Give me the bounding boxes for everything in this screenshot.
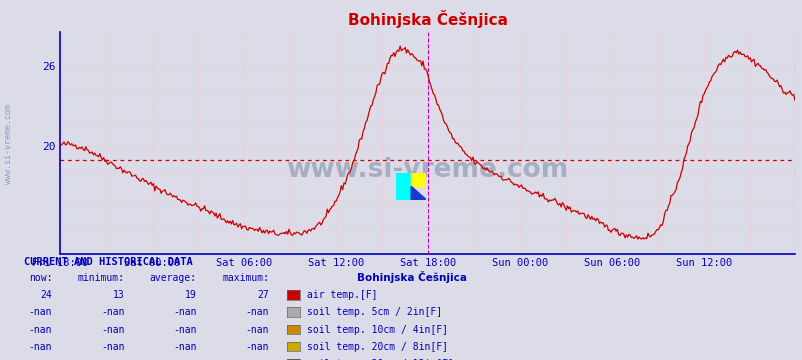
Text: -nan: -nan	[173, 307, 196, 318]
Text: air temp.[F]: air temp.[F]	[306, 290, 377, 300]
Text: www.si-vreme.com: www.si-vreme.com	[286, 157, 568, 183]
Text: -nan: -nan	[101, 325, 124, 335]
Polygon shape	[411, 186, 426, 200]
Text: soil temp. 5cm / 2in[F]: soil temp. 5cm / 2in[F]	[306, 307, 441, 318]
Text: average:: average:	[149, 273, 196, 283]
Text: 27: 27	[257, 290, 269, 300]
Text: -nan: -nan	[101, 307, 124, 318]
Text: 13: 13	[112, 290, 124, 300]
Text: soil temp. 10cm / 4in[F]: soil temp. 10cm / 4in[F]	[306, 325, 448, 335]
Text: -nan: -nan	[101, 359, 124, 360]
Text: soil temp. 30cm / 12in[F]: soil temp. 30cm / 12in[F]	[306, 359, 453, 360]
Text: www.si-vreme.com: www.si-vreme.com	[3, 104, 13, 184]
Text: -nan: -nan	[101, 342, 124, 352]
Text: minimum:: minimum:	[77, 273, 124, 283]
Text: soil temp. 20cm / 8in[F]: soil temp. 20cm / 8in[F]	[306, 342, 448, 352]
Text: -nan: -nan	[29, 325, 52, 335]
Text: -nan: -nan	[245, 307, 269, 318]
Text: -nan: -nan	[173, 342, 196, 352]
Text: -nan: -nan	[245, 359, 269, 360]
Text: maximum:: maximum:	[221, 273, 269, 283]
Text: -nan: -nan	[29, 359, 52, 360]
Bar	[395, 173, 411, 200]
Title: Bohinjska Češnjica: Bohinjska Češnjica	[347, 10, 507, 28]
Text: -nan: -nan	[245, 342, 269, 352]
Text: 19: 19	[184, 290, 196, 300]
Text: -nan: -nan	[173, 325, 196, 335]
Text: CURRENT AND HISTORICAL DATA: CURRENT AND HISTORICAL DATA	[24, 257, 192, 267]
Text: 24: 24	[40, 290, 52, 300]
Text: Bohinjska Češnjica: Bohinjska Češnjica	[357, 271, 467, 283]
Text: -nan: -nan	[173, 359, 196, 360]
Text: -nan: -nan	[29, 307, 52, 318]
Text: now:: now:	[29, 273, 52, 283]
Text: -nan: -nan	[29, 342, 52, 352]
Bar	[411, 173, 426, 186]
Text: -nan: -nan	[245, 325, 269, 335]
